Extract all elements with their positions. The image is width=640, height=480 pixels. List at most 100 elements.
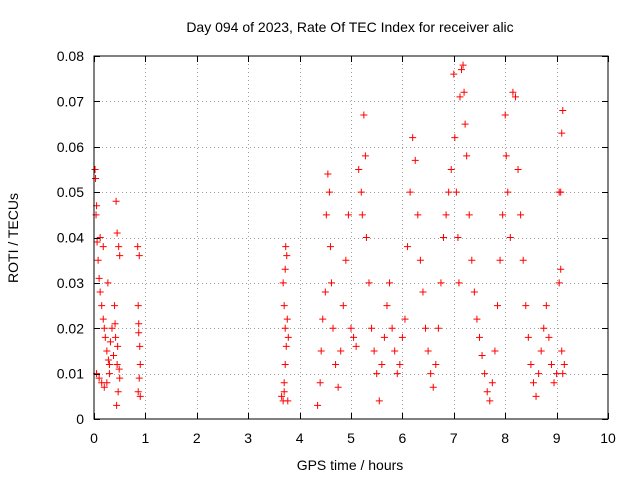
data-point	[553, 370, 561, 378]
data-point	[96, 234, 104, 241]
data-point	[527, 361, 535, 369]
data-point	[460, 88, 468, 96]
data-point	[504, 188, 512, 196]
data-point	[314, 401, 322, 409]
data-point	[105, 361, 113, 369]
y-tick-label: 0.01	[57, 366, 84, 382]
data-point	[94, 256, 102, 264]
data-point	[452, 188, 460, 196]
data-point	[316, 379, 324, 387]
data-point	[555, 188, 563, 196]
data-point	[104, 279, 112, 287]
data-point	[344, 211, 352, 219]
data-point	[447, 165, 455, 173]
chart-title: Day 094 of 2023, Rate Of TEC Index for r…	[186, 19, 513, 35]
data-point	[555, 279, 563, 287]
data-point	[434, 324, 442, 332]
data-point	[440, 234, 448, 241]
y-tick-label: 0	[76, 411, 84, 427]
data-point	[105, 370, 113, 378]
data-point	[502, 152, 510, 160]
data-point	[445, 188, 453, 196]
y-tick-label: 0.03	[57, 275, 84, 291]
data-point	[111, 302, 119, 310]
y-axis-label: ROTI / TECUs	[5, 193, 21, 283]
data-point	[422, 324, 430, 332]
data-point	[278, 392, 286, 400]
y-tick-labels: 0 0.01 0.02 0.03 0.04 0.05 0.06 0.07 0.08	[57, 48, 84, 427]
data-point	[501, 111, 509, 119]
data-point	[281, 361, 289, 369]
data-point	[463, 152, 471, 160]
data-point	[558, 347, 566, 355]
data-point	[342, 256, 350, 264]
data-point	[458, 66, 466, 74]
data-point	[332, 361, 340, 369]
data-point	[110, 351, 118, 359]
data-point	[459, 61, 467, 69]
data-point	[427, 370, 435, 378]
data-point	[319, 315, 327, 323]
data-point	[542, 302, 550, 310]
x-tick-label: 1	[142, 430, 150, 446]
data-point	[334, 383, 342, 391]
data-point	[116, 252, 124, 260]
data-point	[391, 347, 399, 355]
y-tick-label: 0.02	[57, 320, 84, 336]
data-point	[115, 365, 123, 373]
data-point	[95, 374, 103, 382]
data-point	[478, 351, 486, 359]
data-point	[103, 379, 111, 387]
data-point	[108, 324, 116, 332]
data-point	[114, 388, 122, 396]
data-point	[414, 211, 422, 219]
data-point	[454, 234, 462, 241]
data-point	[429, 383, 437, 391]
data-point	[476, 333, 483, 341]
data-point	[134, 302, 142, 310]
data-point	[114, 342, 122, 350]
data-point	[101, 333, 109, 341]
x-tick-label: 4	[296, 430, 304, 446]
data-point	[396, 361, 404, 369]
data-point	[135, 329, 143, 337]
data-point	[134, 388, 142, 396]
data-point	[370, 347, 378, 355]
data-point	[100, 383, 108, 391]
data-point	[136, 361, 144, 369]
data-point	[560, 361, 568, 369]
x-tick-label: 6	[399, 430, 407, 446]
data-point	[365, 279, 373, 287]
data-point	[499, 211, 507, 219]
data-point	[450, 70, 458, 78]
data-point	[470, 288, 478, 296]
data-point	[95, 274, 103, 282]
data-point	[93, 238, 101, 246]
data-point	[419, 288, 427, 296]
data-point	[116, 374, 124, 382]
x-tick-label: 3	[244, 430, 252, 446]
data-point	[373, 370, 381, 378]
data-point	[368, 324, 376, 332]
data-point	[112, 197, 120, 205]
data-point	[456, 93, 464, 101]
data-point	[99, 243, 107, 251]
data-point	[465, 211, 473, 219]
data-point	[424, 347, 432, 355]
data-point	[100, 324, 108, 332]
data-point	[509, 88, 517, 96]
data-point	[326, 243, 334, 251]
data-point	[352, 342, 360, 350]
data-point	[347, 324, 355, 332]
data-point	[113, 229, 121, 237]
data-point	[455, 279, 463, 287]
data-point	[104, 356, 112, 364]
data-point	[559, 106, 567, 114]
data-point	[96, 288, 104, 296]
data-point	[558, 129, 566, 137]
data-point	[284, 333, 292, 341]
data-point	[283, 252, 291, 260]
data-point	[404, 243, 412, 251]
data-point	[92, 175, 100, 183]
